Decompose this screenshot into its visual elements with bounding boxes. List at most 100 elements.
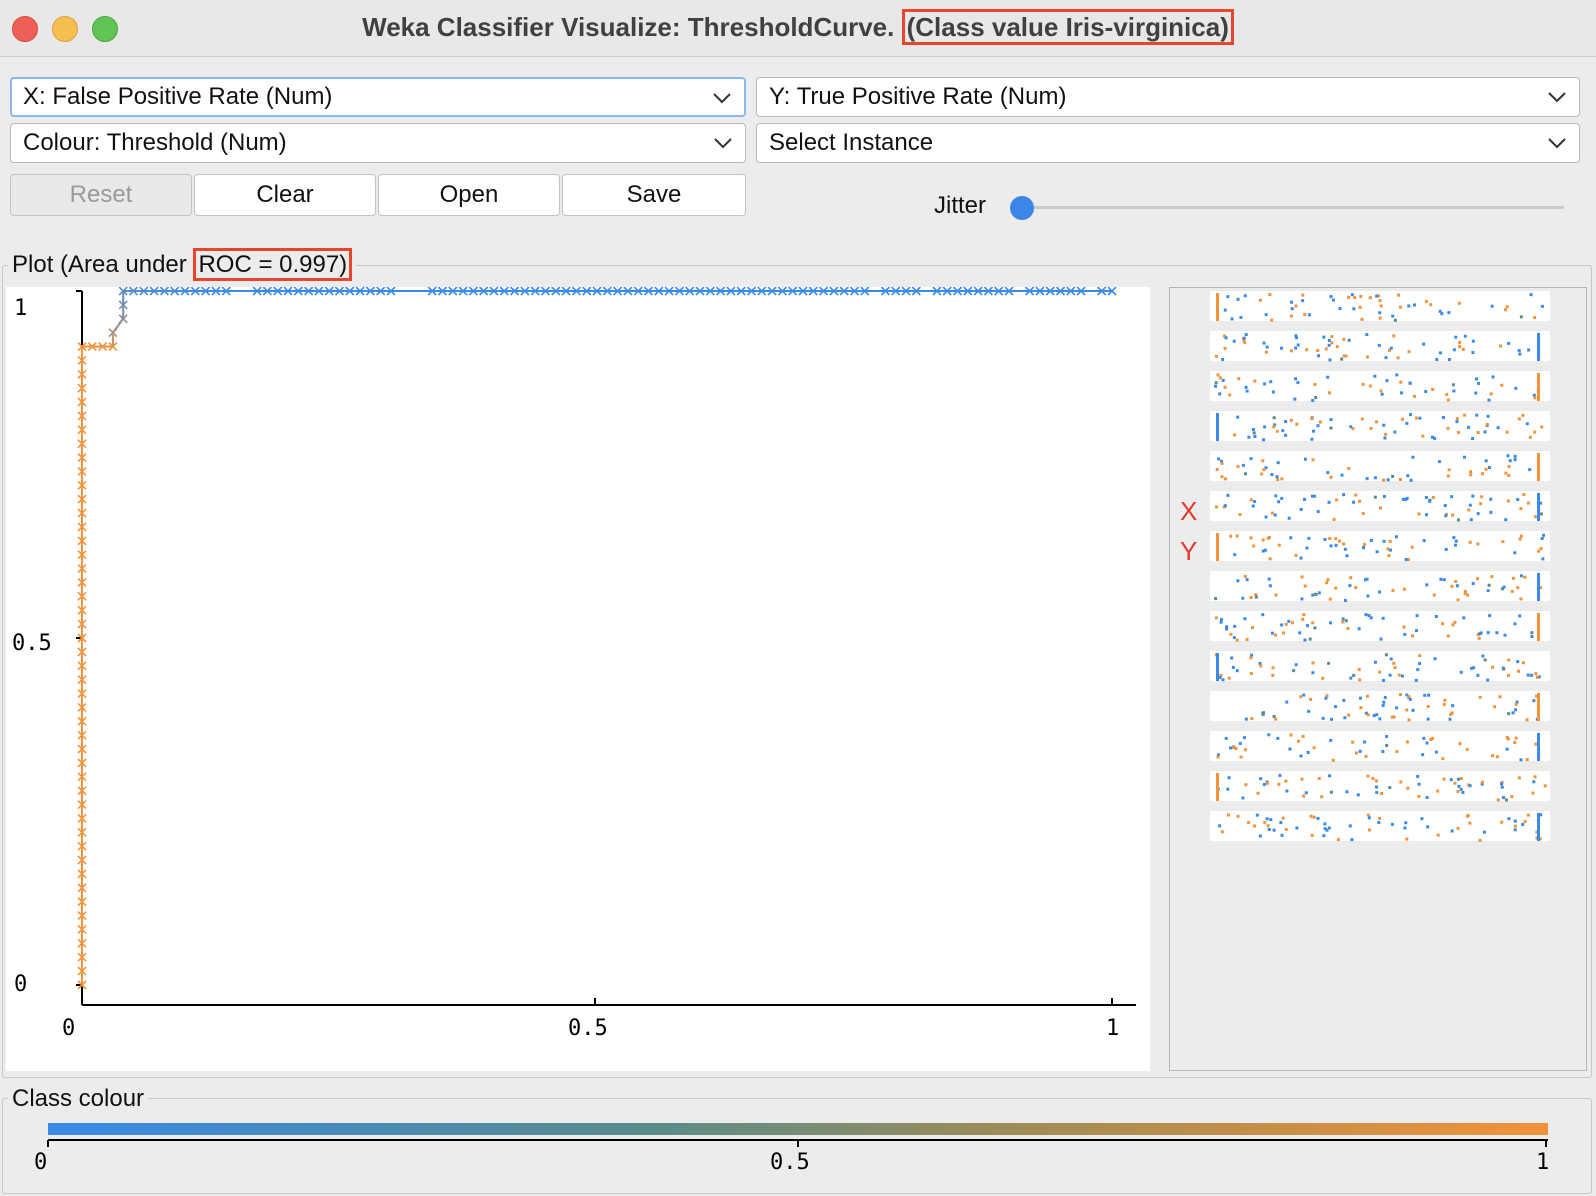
strip-point: [1506, 737, 1510, 741]
strip-point: [1403, 632, 1407, 636]
strip-point: [1346, 626, 1350, 630]
strip-point: [1345, 790, 1349, 794]
attribute-strip[interactable]: [1210, 531, 1550, 561]
open-button[interactable]: Open: [378, 174, 560, 216]
strip-point: [1417, 512, 1421, 516]
strip-point: [1456, 826, 1460, 830]
strip-point: [1530, 635, 1534, 639]
strip-point: [1459, 670, 1463, 674]
attribute-strip[interactable]: [1210, 731, 1550, 761]
jitter-slider-track[interactable]: [1012, 206, 1564, 209]
strip-point: [1448, 717, 1452, 721]
strip-point: [1294, 346, 1298, 350]
select-instance-select[interactable]: Select Instance: [756, 123, 1580, 163]
strip-point: [1379, 389, 1383, 393]
strip-point: [1330, 335, 1334, 339]
strip-point: [1455, 417, 1459, 421]
clear-button[interactable]: Clear: [194, 174, 376, 216]
strip-point: [1388, 548, 1392, 552]
chart-ticks: 0 0.5 1 0 0.5 1: [12, 290, 1119, 1041]
strip-point: [1289, 418, 1293, 422]
strip-point: [1365, 694, 1369, 698]
save-button[interactable]: Save: [562, 174, 746, 216]
strip-point: [1305, 348, 1309, 352]
attribute-strip[interactable]: [1210, 611, 1550, 641]
strip-point: [1449, 778, 1453, 782]
strip-point: [1223, 346, 1227, 350]
strip-point: [1391, 588, 1395, 592]
strip-point: [1220, 475, 1224, 479]
strip-point: [1330, 341, 1334, 345]
attribute-strip[interactable]: [1210, 491, 1550, 521]
colour-select[interactable]: Colour: Threshold (Num): [10, 123, 746, 163]
strip-point: [1401, 497, 1405, 501]
strip-point: [1407, 718, 1411, 722]
attribute-strip[interactable]: [1210, 451, 1550, 481]
strip-point: [1343, 598, 1347, 602]
strip-point: [1504, 518, 1508, 522]
strip-point: [1373, 660, 1377, 664]
roc-point: [468, 286, 478, 296]
roc-point: [829, 286, 839, 296]
strip-point: [1293, 397, 1297, 401]
strip-point: [1447, 311, 1451, 315]
strip-point: [1312, 429, 1316, 433]
strip-point: [1278, 773, 1282, 777]
strip-point: [1331, 758, 1335, 762]
roc-point: [314, 286, 324, 296]
x-axis-select[interactable]: X: False Positive Rate (Num): [10, 77, 746, 117]
strip-point: [1340, 357, 1344, 361]
strip-point: [1513, 622, 1517, 626]
strip-point: [1290, 300, 1294, 304]
roc-point: [77, 577, 87, 588]
strip-point: [1329, 790, 1333, 794]
maximize-window-button[interactable]: [92, 16, 118, 42]
y-axis-select[interactable]: Y: True Positive Rate (Num): [756, 77, 1580, 117]
strip-point: [1294, 304, 1298, 308]
strip-point: [1270, 473, 1274, 477]
roc-point: [437, 286, 448, 296]
strip-point: [1350, 293, 1354, 297]
strip-point: [1303, 638, 1307, 642]
plot-canvas[interactable]: 0 0.5 1 0 0.5 1: [6, 286, 1150, 1071]
strip-point: [1471, 437, 1475, 441]
strip-point: [1280, 833, 1284, 837]
minimize-window-button[interactable]: [52, 16, 78, 42]
roc-point: [77, 869, 87, 879]
jitter-slider-thumb[interactable]: [1010, 196, 1034, 220]
strip-point: [1446, 474, 1450, 478]
strip-point: [1379, 637, 1383, 641]
strip-point: [1311, 398, 1315, 402]
strip-point: [1345, 554, 1349, 558]
strip-point: [1325, 581, 1329, 585]
roc-point: [901, 286, 911, 296]
strip-point: [1329, 544, 1333, 548]
strip-point: [1469, 470, 1473, 474]
roc-point: [77, 425, 87, 435]
attribute-strip[interactable]: [1210, 371, 1550, 401]
attribute-strip[interactable]: [1210, 571, 1550, 601]
strip-point: [1456, 518, 1460, 522]
strip-point: [1358, 499, 1362, 503]
strip-point: [1435, 357, 1439, 361]
attribute-panel[interactable]: [1169, 287, 1587, 1071]
strip-point: [1349, 676, 1353, 680]
class-colour-axis: 0 0.5 1: [34, 1139, 1549, 1175]
strip-point: [1310, 494, 1314, 498]
strip-point: [1426, 705, 1430, 709]
roc-point: [77, 675, 87, 685]
reset-button[interactable]: Reset: [10, 174, 192, 216]
attribute-strip[interactable]: [1210, 771, 1550, 801]
strip-point: [1447, 358, 1451, 362]
strip-point: [1451, 383, 1455, 387]
attribute-strip[interactable]: [1210, 411, 1550, 441]
strip-point: [1218, 824, 1222, 828]
close-window-button[interactable]: [12, 16, 38, 42]
strip-point: [1456, 777, 1460, 781]
strip-point: [1505, 747, 1509, 751]
strip-point: [1405, 693, 1409, 697]
strip-point: [1284, 827, 1288, 831]
roc-point: [510, 286, 520, 296]
strip-point: [1436, 833, 1440, 837]
strip-point: [1334, 537, 1338, 541]
